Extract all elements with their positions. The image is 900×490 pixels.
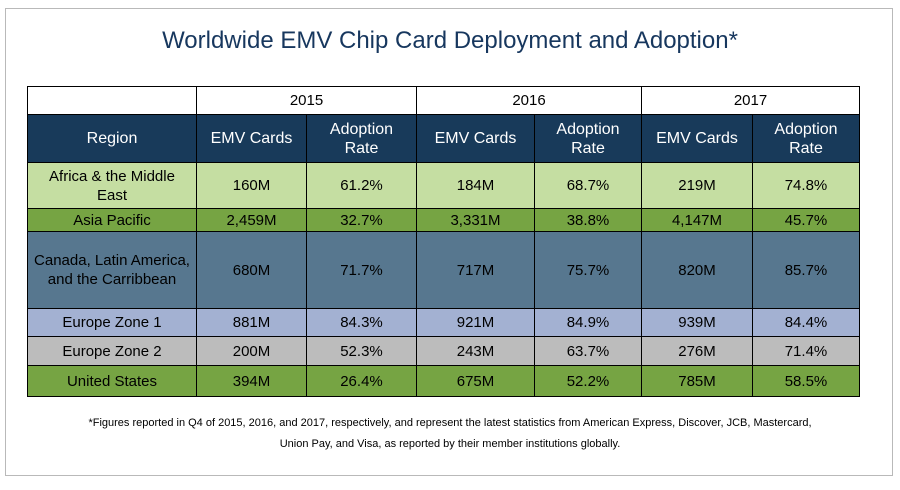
table-row: Europe Zone 2 200M 52.3% 243M 63.7% 276M… bbox=[27, 336, 860, 366]
adoption-rate-2016-cell: 75.7% bbox=[534, 231, 642, 309]
table-row: Canada, Latin America, and the Carribbea… bbox=[27, 231, 860, 309]
adoption-rate-2015-cell: 84.3% bbox=[306, 308, 417, 337]
adoption-rate-2015-cell: 71.7% bbox=[306, 231, 417, 309]
adoption-rate-2016-cell: 68.7% bbox=[534, 162, 642, 209]
emv-cards-2017-cell: 785M bbox=[641, 365, 753, 397]
emv-cards-2017-cell: 820M bbox=[641, 231, 753, 309]
emv-cards-2017-cell: 219M bbox=[641, 162, 753, 209]
adoption-rate-2017-cell: 45.7% bbox=[752, 208, 860, 232]
adoption-rate-2017-cell: 85.7% bbox=[752, 231, 860, 309]
adoption-rate-2016-cell: 84.9% bbox=[534, 308, 642, 337]
adoption-rate-2015-cell: 26.4% bbox=[306, 365, 417, 397]
emv-cards-2015-cell: 680M bbox=[196, 231, 307, 309]
footnote-line-2: Union Pay, and Visa, as reported by thei… bbox=[279, 438, 621, 450]
adoption-rate-2017-cell: 58.5% bbox=[752, 365, 860, 397]
adoption-rate-2017-cell: 71.4% bbox=[752, 336, 860, 366]
emv-cards-2015-cell: 881M bbox=[196, 308, 307, 337]
table-row: Asia Pacific 2,459M 32.7% 3,331M 38.8% 4… bbox=[27, 208, 860, 232]
column-header-region: Region bbox=[27, 114, 197, 163]
region-cell: Europe Zone 1 bbox=[27, 308, 197, 337]
footnote-line-1: *Figures reported in Q4 of 2015, 2016, a… bbox=[88, 417, 812, 429]
adoption-rate-2016-cell: 38.8% bbox=[534, 208, 642, 232]
column-header-adoption-rate-2015: Adoption Rate bbox=[306, 114, 417, 163]
emv-cards-2016-cell: 717M bbox=[416, 231, 535, 309]
region-cell: United States bbox=[27, 365, 197, 397]
column-header-adoption-rate-2016: Adoption Rate bbox=[534, 114, 642, 163]
emv-cards-2015-cell: 2,459M bbox=[196, 208, 307, 232]
column-header-row: Region EMV Cards Adoption Rate EMV Cards… bbox=[27, 114, 860, 163]
emv-cards-2015-cell: 394M bbox=[196, 365, 307, 397]
column-header-emv-cards-2017: EMV Cards bbox=[641, 114, 753, 163]
page-title: Worldwide EMV Chip Card Deployment and A… bbox=[162, 27, 738, 54]
region-cell: Africa & the Middle East bbox=[27, 162, 197, 209]
emv-table: 2015 2016 2017 Region EMV Cards Adoption… bbox=[27, 86, 860, 397]
region-cell: Europe Zone 2 bbox=[27, 336, 197, 366]
emv-cards-2015-cell: 200M bbox=[196, 336, 307, 366]
adoption-rate-2015-cell: 32.7% bbox=[306, 208, 417, 232]
adoption-rate-2016-cell: 52.2% bbox=[534, 365, 642, 397]
column-header-emv-cards-2016: EMV Cards bbox=[416, 114, 535, 163]
adoption-rate-2016-cell: 63.7% bbox=[534, 336, 642, 366]
emv-cards-2016-cell: 921M bbox=[416, 308, 535, 337]
table-row: United States 394M 26.4% 675M 52.2% 785M… bbox=[27, 365, 860, 397]
year-header-row: 2015 2016 2017 bbox=[27, 86, 860, 115]
column-header-adoption-rate-2017: Adoption Rate bbox=[752, 114, 860, 163]
emv-cards-2017-cell: 276M bbox=[641, 336, 753, 366]
adoption-rate-2017-cell: 74.8% bbox=[752, 162, 860, 209]
footnote: *Figures reported in Q4 of 2015, 2016, a… bbox=[40, 413, 860, 455]
adoption-rate-2015-cell: 52.3% bbox=[306, 336, 417, 366]
year-header-2017: 2017 bbox=[641, 86, 860, 115]
column-header-emv-cards-2015: EMV Cards bbox=[196, 114, 307, 163]
year-header-2015: 2015 bbox=[196, 86, 417, 115]
year-header-blank bbox=[27, 86, 197, 115]
adoption-rate-2017-cell: 84.4% bbox=[752, 308, 860, 337]
table-row: Europe Zone 1 881M 84.3% 921M 84.9% 939M… bbox=[27, 308, 860, 337]
region-cell: Asia Pacific bbox=[27, 208, 197, 232]
emv-cards-2016-cell: 243M bbox=[416, 336, 535, 366]
emv-cards-2016-cell: 675M bbox=[416, 365, 535, 397]
emv-cards-2017-cell: 4,147M bbox=[641, 208, 753, 232]
region-cell: Canada, Latin America, and the Carribbea… bbox=[27, 231, 197, 309]
adoption-rate-2015-cell: 61.2% bbox=[306, 162, 417, 209]
emv-cards-2015-cell: 160M bbox=[196, 162, 307, 209]
emv-cards-2016-cell: 3,331M bbox=[416, 208, 535, 232]
emv-cards-2017-cell: 939M bbox=[641, 308, 753, 337]
table-row: Africa & the Middle East 160M 61.2% 184M… bbox=[27, 162, 860, 209]
year-header-2016: 2016 bbox=[416, 86, 642, 115]
emv-cards-2016-cell: 184M bbox=[416, 162, 535, 209]
